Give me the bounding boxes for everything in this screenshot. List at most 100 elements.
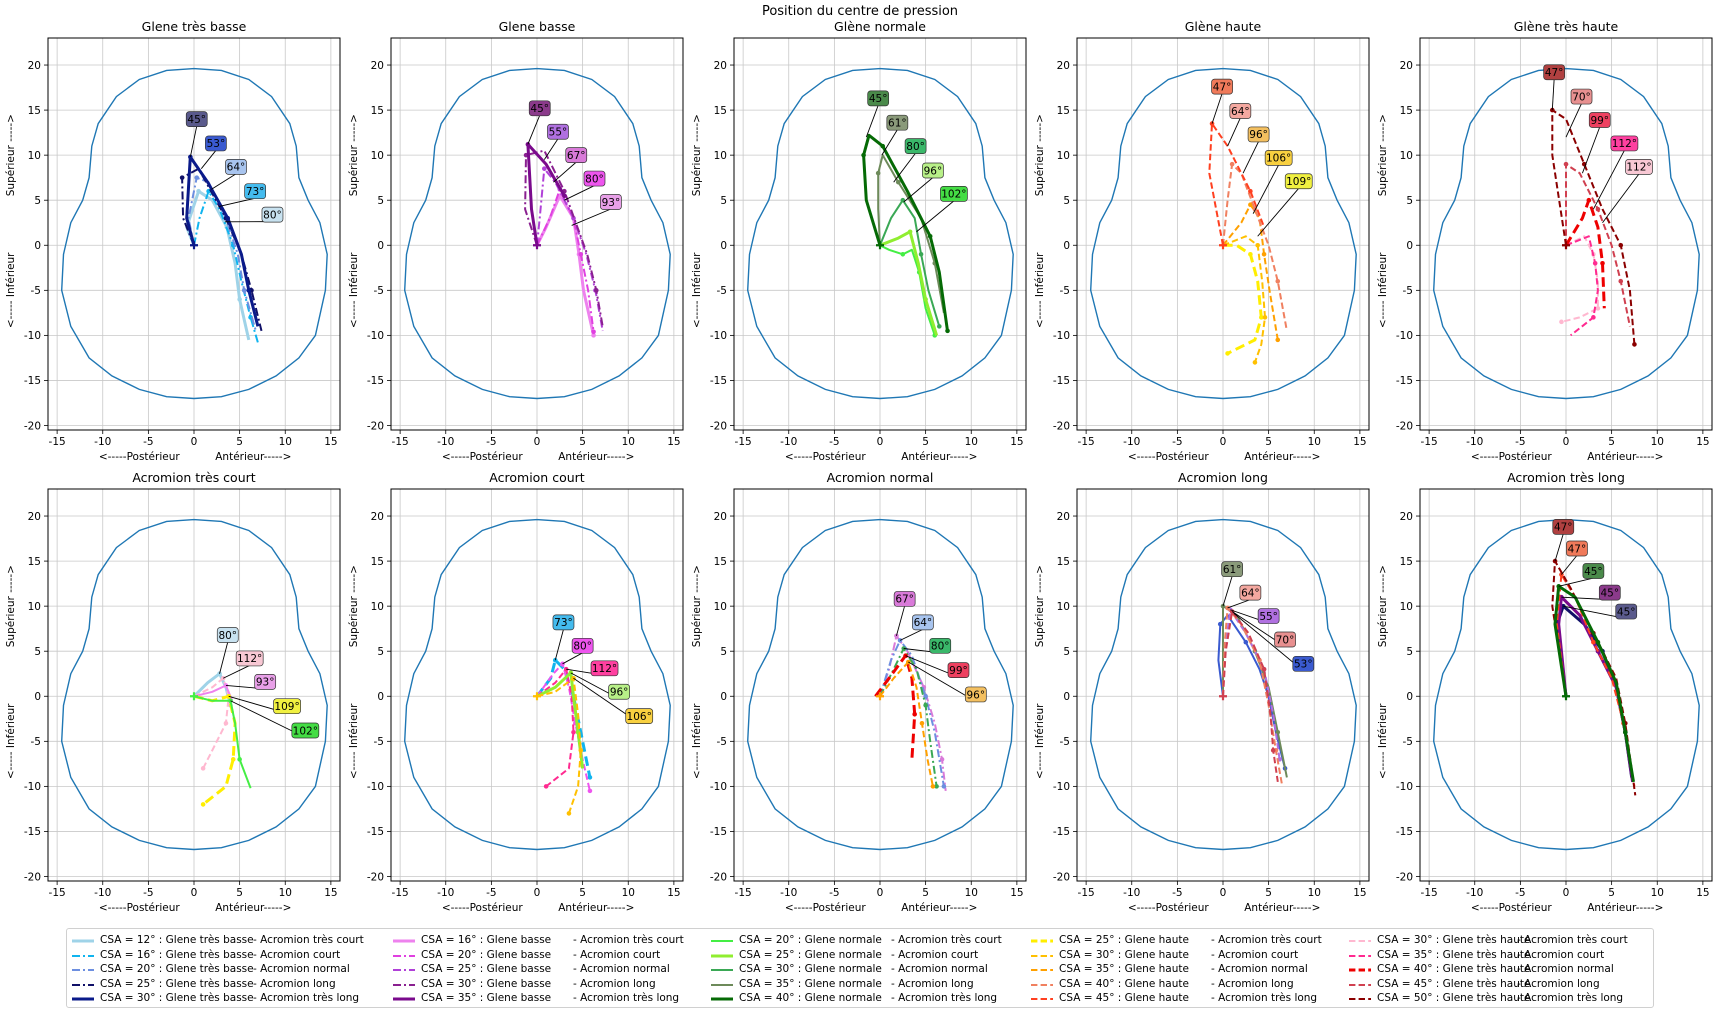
x-axis-label-posterior: <-----Postérieur xyxy=(442,902,524,914)
series-point xyxy=(1217,621,1223,627)
annotation-box xyxy=(1239,584,1262,601)
annotation-box xyxy=(886,114,909,131)
annotation-label: 45° xyxy=(869,93,888,105)
annotation-label: 64° xyxy=(227,162,246,174)
y-tick-label: -10 xyxy=(1053,330,1070,342)
x-tick-label: 15 xyxy=(1353,887,1366,899)
x-tick-label: 15 xyxy=(1696,436,1709,448)
glenoid-outline xyxy=(746,518,1014,851)
origin-marker xyxy=(876,241,884,250)
series-point xyxy=(875,170,881,176)
x-tick-label: 0 xyxy=(1220,436,1227,448)
legend-label: - Acromion normal xyxy=(573,963,670,975)
y-tick-label: 10 xyxy=(1057,150,1070,162)
annotation-arrow xyxy=(219,641,229,674)
annotation-box xyxy=(254,673,277,690)
annotation-box xyxy=(547,123,569,140)
annotation-arrow xyxy=(1227,599,1251,609)
x-axis-label-anterior: Antérieur-----> xyxy=(1244,451,1320,463)
legend-swatch xyxy=(393,997,415,1001)
y-tick-label: -20 xyxy=(24,420,41,432)
y-tick-label: 5 xyxy=(34,195,41,207)
x-tick-label: -5 xyxy=(486,887,496,899)
annotation-label: 67° xyxy=(895,594,914,606)
legend-swatch xyxy=(1031,939,1053,943)
y-axis-label-inferior: <----- Inférieur xyxy=(348,703,360,779)
legend-label: - Acromion très court xyxy=(573,934,684,946)
x-axis-label-anterior: Antérieur-----> xyxy=(215,451,291,463)
annotation-arrow xyxy=(527,115,541,145)
annotation-label: 96° xyxy=(924,165,943,177)
x-tick-label: -15 xyxy=(1421,887,1438,899)
series-point xyxy=(1255,242,1260,248)
annotation-label: 80° xyxy=(585,173,604,185)
annotation-arrow xyxy=(1227,117,1241,147)
y-tick-label: -5 xyxy=(1403,285,1413,297)
series-line-4 xyxy=(193,694,237,806)
origin-marker xyxy=(190,241,198,250)
y-tick-label: -20 xyxy=(24,871,41,883)
x-tick-label: -10 xyxy=(437,436,454,448)
subplot-title: Glène très haute xyxy=(1514,19,1619,34)
annotation-box xyxy=(1247,126,1270,143)
legend-swatch xyxy=(72,939,94,943)
series-point xyxy=(1259,315,1264,320)
y-tick-label: -15 xyxy=(1396,375,1413,387)
legend-swatch xyxy=(1349,968,1371,972)
annotation-label: 64° xyxy=(1241,587,1260,599)
series-point xyxy=(945,328,950,334)
series-line-5 xyxy=(1222,610,1279,783)
x-tick-label: 10 xyxy=(1308,436,1321,448)
series-point xyxy=(1229,161,1235,167)
series-point xyxy=(1257,657,1262,663)
x-tick-label: 0 xyxy=(191,436,198,448)
annotation-label: 73° xyxy=(554,617,573,629)
legend-label: CSA = 35° : Glene haute xyxy=(1059,963,1189,975)
series-point xyxy=(1592,260,1598,266)
series-line-3 xyxy=(1222,608,1281,760)
annotation-label: 61° xyxy=(888,118,907,130)
y-tick-label: -15 xyxy=(367,826,384,838)
legend-swatch xyxy=(1031,983,1053,986)
legend-swatch xyxy=(711,997,733,1001)
series-point xyxy=(1243,639,1249,645)
x-tick-label: 5 xyxy=(236,436,243,448)
y-tick-label: 10 xyxy=(1057,601,1070,613)
legend-swatch xyxy=(393,939,415,943)
annotation-box xyxy=(1588,112,1611,128)
x-tick-label: 15 xyxy=(667,887,680,899)
annotation-arrow xyxy=(1602,173,1640,224)
series-point xyxy=(927,233,933,239)
legend-swatch xyxy=(1349,954,1371,957)
y-tick-label: 5 xyxy=(1063,195,1070,207)
series-point xyxy=(587,788,593,794)
legend-swatch xyxy=(393,983,415,986)
y-tick-label: 0 xyxy=(1406,691,1413,703)
x-tick-label: 15 xyxy=(1353,436,1366,448)
y-tick-label: -10 xyxy=(1053,781,1070,793)
annotation-arrow xyxy=(865,105,879,138)
subplot-1: 45°53°64°73° 80° -15 -10 -5 0 5 10 15 -20 -15 -10 -5… xyxy=(5,19,341,463)
series-line-3 xyxy=(879,647,938,787)
annotation-box xyxy=(940,186,968,202)
x-tick-label: -15 xyxy=(1078,436,1095,448)
annotation-label: 80° xyxy=(218,630,237,642)
origin-marker xyxy=(533,692,541,701)
x-axis-label-anterior: Antérieur-----> xyxy=(901,902,977,914)
series-point xyxy=(1261,251,1267,257)
x-tick-label: 5 xyxy=(1265,436,1272,448)
glenoid-outline xyxy=(1089,67,1357,400)
series-point xyxy=(1563,161,1569,167)
x-tick-label: -10 xyxy=(94,436,111,448)
annotation-label: 53° xyxy=(1294,659,1313,671)
annotation-label: 47° xyxy=(1213,81,1232,93)
annotation-label: 106° xyxy=(1266,153,1291,165)
series-line-2 xyxy=(879,230,939,336)
series-point xyxy=(923,702,928,708)
annotation-label: 112° xyxy=(237,653,262,665)
x-tick-label: 15 xyxy=(667,436,680,448)
series-line-4 xyxy=(181,167,263,332)
series-line-2 xyxy=(1557,595,1635,783)
y-tick-label: -15 xyxy=(1053,826,1070,838)
series-line-1 xyxy=(535,194,596,336)
